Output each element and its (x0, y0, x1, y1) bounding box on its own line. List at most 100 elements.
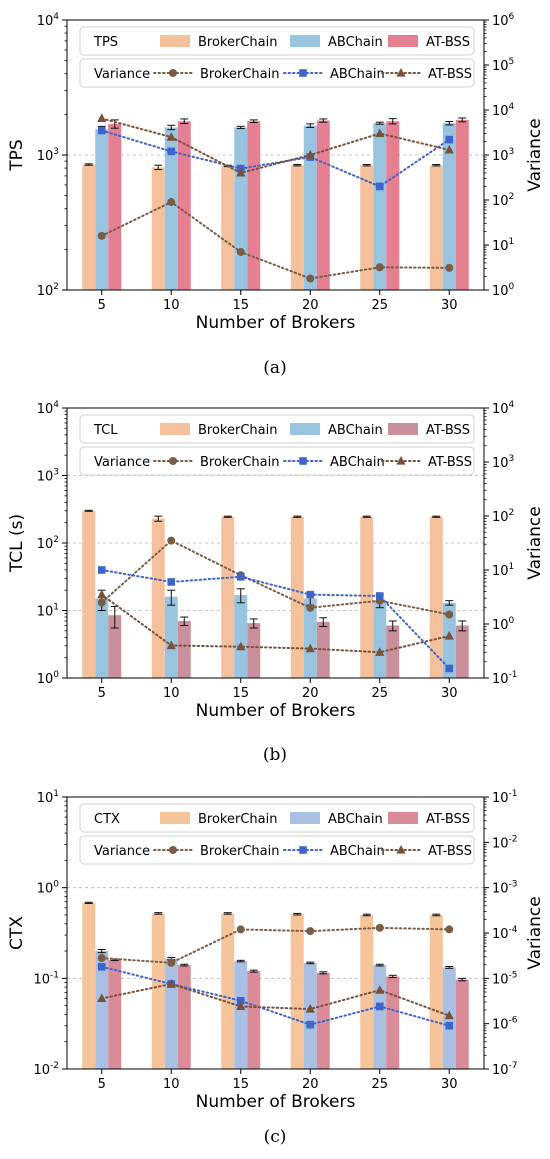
variance-point-abchain (97, 962, 106, 971)
variance-point-brokerchain (236, 925, 245, 934)
legend-label-abchain: ABChain (328, 35, 383, 50)
legend-marker-abchain (299, 846, 307, 854)
y2-tick-label: 10-1 (492, 789, 518, 806)
x-tick-label: 25 (371, 1077, 388, 1092)
caption: (a) (263, 358, 286, 378)
x-tick-label: 20 (302, 686, 319, 701)
variance-point-abchain (375, 182, 384, 191)
variance-point-at-bss (305, 1004, 315, 1013)
y-tick-label: 103 (37, 468, 59, 485)
legend-title-variance: Variance (94, 455, 150, 470)
legend-marker-abchain (299, 457, 307, 465)
bar-abchain (442, 602, 456, 678)
y2-tick-label: 10-7 (492, 1061, 518, 1078)
x-tick-label: 10 (163, 1077, 180, 1092)
y-tick-label: 103 (37, 147, 59, 164)
variance-point-brokerchain (445, 610, 454, 619)
legend-marker-at-bss (396, 845, 406, 854)
legend-swatch-abchain (290, 35, 320, 47)
y-tick-label: 104 (37, 12, 60, 29)
legend-title-variance: Variance (94, 67, 150, 82)
legend-marker-abchain (299, 69, 307, 77)
x-tick-label: 30 (441, 298, 458, 313)
legend-label-at-bss: AT-BSS (426, 812, 470, 827)
variance-point-abchain (375, 1002, 384, 1011)
legend-label-at-bss: AT-BSS (426, 423, 470, 438)
legend-title-variance: Variance (94, 844, 150, 859)
bar-at-bss (108, 615, 122, 678)
bar-at-bss (386, 976, 400, 1069)
variance-point-brokerchain (97, 231, 106, 240)
y2-tick-label: 10-6 (492, 1016, 518, 1033)
bar-abchain (373, 123, 387, 290)
caption: (b) (263, 745, 287, 765)
variance-point-abchain (97, 126, 106, 135)
legend-variance-label-brokerchain: BrokerChain (200, 455, 279, 470)
bar-at-bss (247, 121, 261, 290)
variance-point-at-bss (375, 985, 385, 994)
variance-point-abchain (375, 592, 384, 600)
legend-marker-brokerchain (169, 457, 177, 465)
variance-point-brokerchain (97, 954, 106, 963)
bar-brokerchain (360, 516, 374, 678)
variance-point-at-bss (166, 978, 176, 988)
legend-variance-label-abchain: ABChain (330, 844, 385, 859)
y2-tick-label: 102 (492, 508, 514, 525)
legend-swatch-at-bss (388, 812, 418, 824)
x-tick-label: 25 (371, 298, 388, 313)
variance-line-brokerchain (100, 200, 451, 280)
bar-at-bss (108, 123, 122, 290)
y2-tick-label: 102 (492, 192, 514, 209)
variance-point-brokerchain (306, 603, 315, 612)
variance-point-at-bss (236, 167, 246, 177)
bar-at-bss (247, 623, 261, 678)
legend-box-bars (79, 803, 475, 833)
caption: (c) (264, 1127, 287, 1147)
variance-line-brokerchain (100, 539, 451, 616)
variance-point-at-bss (444, 1010, 454, 1020)
legend-variance-label-at-bss: AT-BSS (428, 67, 472, 82)
variance-point-brokerchain (306, 274, 315, 283)
legend-marker-brokerchain (169, 69, 177, 77)
variance-point-at-bss (305, 150, 315, 159)
variance-point-abchain (445, 135, 454, 144)
y-tick-label: 101 (37, 603, 59, 620)
bar-abchain (303, 125, 317, 290)
bar-at-bss (177, 965, 191, 1069)
y2-tick-label: 101 (492, 562, 514, 579)
y2-tick-label: 104 (492, 102, 515, 119)
legend-marker-at-bss (396, 456, 406, 465)
y2-tick-label: 100 (492, 282, 515, 299)
bar-brokerchain (360, 165, 374, 290)
bar-brokerchain (221, 913, 235, 1069)
legend: TCL Variance BrokerChain ABChain AT-BSS Broke… (79, 414, 475, 476)
variance-point-brokerchain (375, 263, 384, 272)
variance-point-abchain (445, 664, 454, 673)
bar-abchain (234, 961, 248, 1069)
chart-panel-3: 10-2 10-1 100 101 10-7 10-6 10-5 10-4 10-3 10-2 10… (7, 789, 545, 1147)
variance-point-at-bss (166, 640, 176, 650)
legend-box-variance (79, 58, 475, 88)
legend-label-brokerchain: BrokerChain (198, 35, 277, 50)
x-tick-label: 15 (232, 686, 249, 701)
y2-tick-label: 105 (492, 57, 514, 74)
variance-point-abchain (167, 578, 176, 586)
chart-panel-2: 100 101 102 103 104 10-1 100 101 102 103 104 5 10 15 2… (7, 400, 545, 765)
legend-label-abchain: ABChain (328, 812, 383, 827)
legend-box-bars (79, 414, 475, 444)
legend-swatch-abchain (290, 812, 320, 824)
legend-variance-label-brokerchain: BrokerChain (200, 844, 279, 859)
variance-point-at-bss (444, 630, 454, 640)
variance-point-abchain (306, 590, 315, 599)
x-tick-label: 5 (98, 1077, 106, 1092)
bar-abchain (303, 962, 317, 1069)
y2-tick-label: 10-4 (492, 925, 518, 942)
bar-brokerchain (429, 516, 443, 678)
y2-axis-label: Variance (525, 118, 545, 191)
bar-brokerchain (151, 913, 165, 1069)
variance-point-abchain (445, 1021, 454, 1030)
y2-tick-label: 106 (492, 12, 515, 29)
y2-tick-label: 103 (492, 454, 514, 471)
variance-point-brokerchain (306, 927, 315, 936)
variance-point-at-bss (236, 1001, 246, 1011)
